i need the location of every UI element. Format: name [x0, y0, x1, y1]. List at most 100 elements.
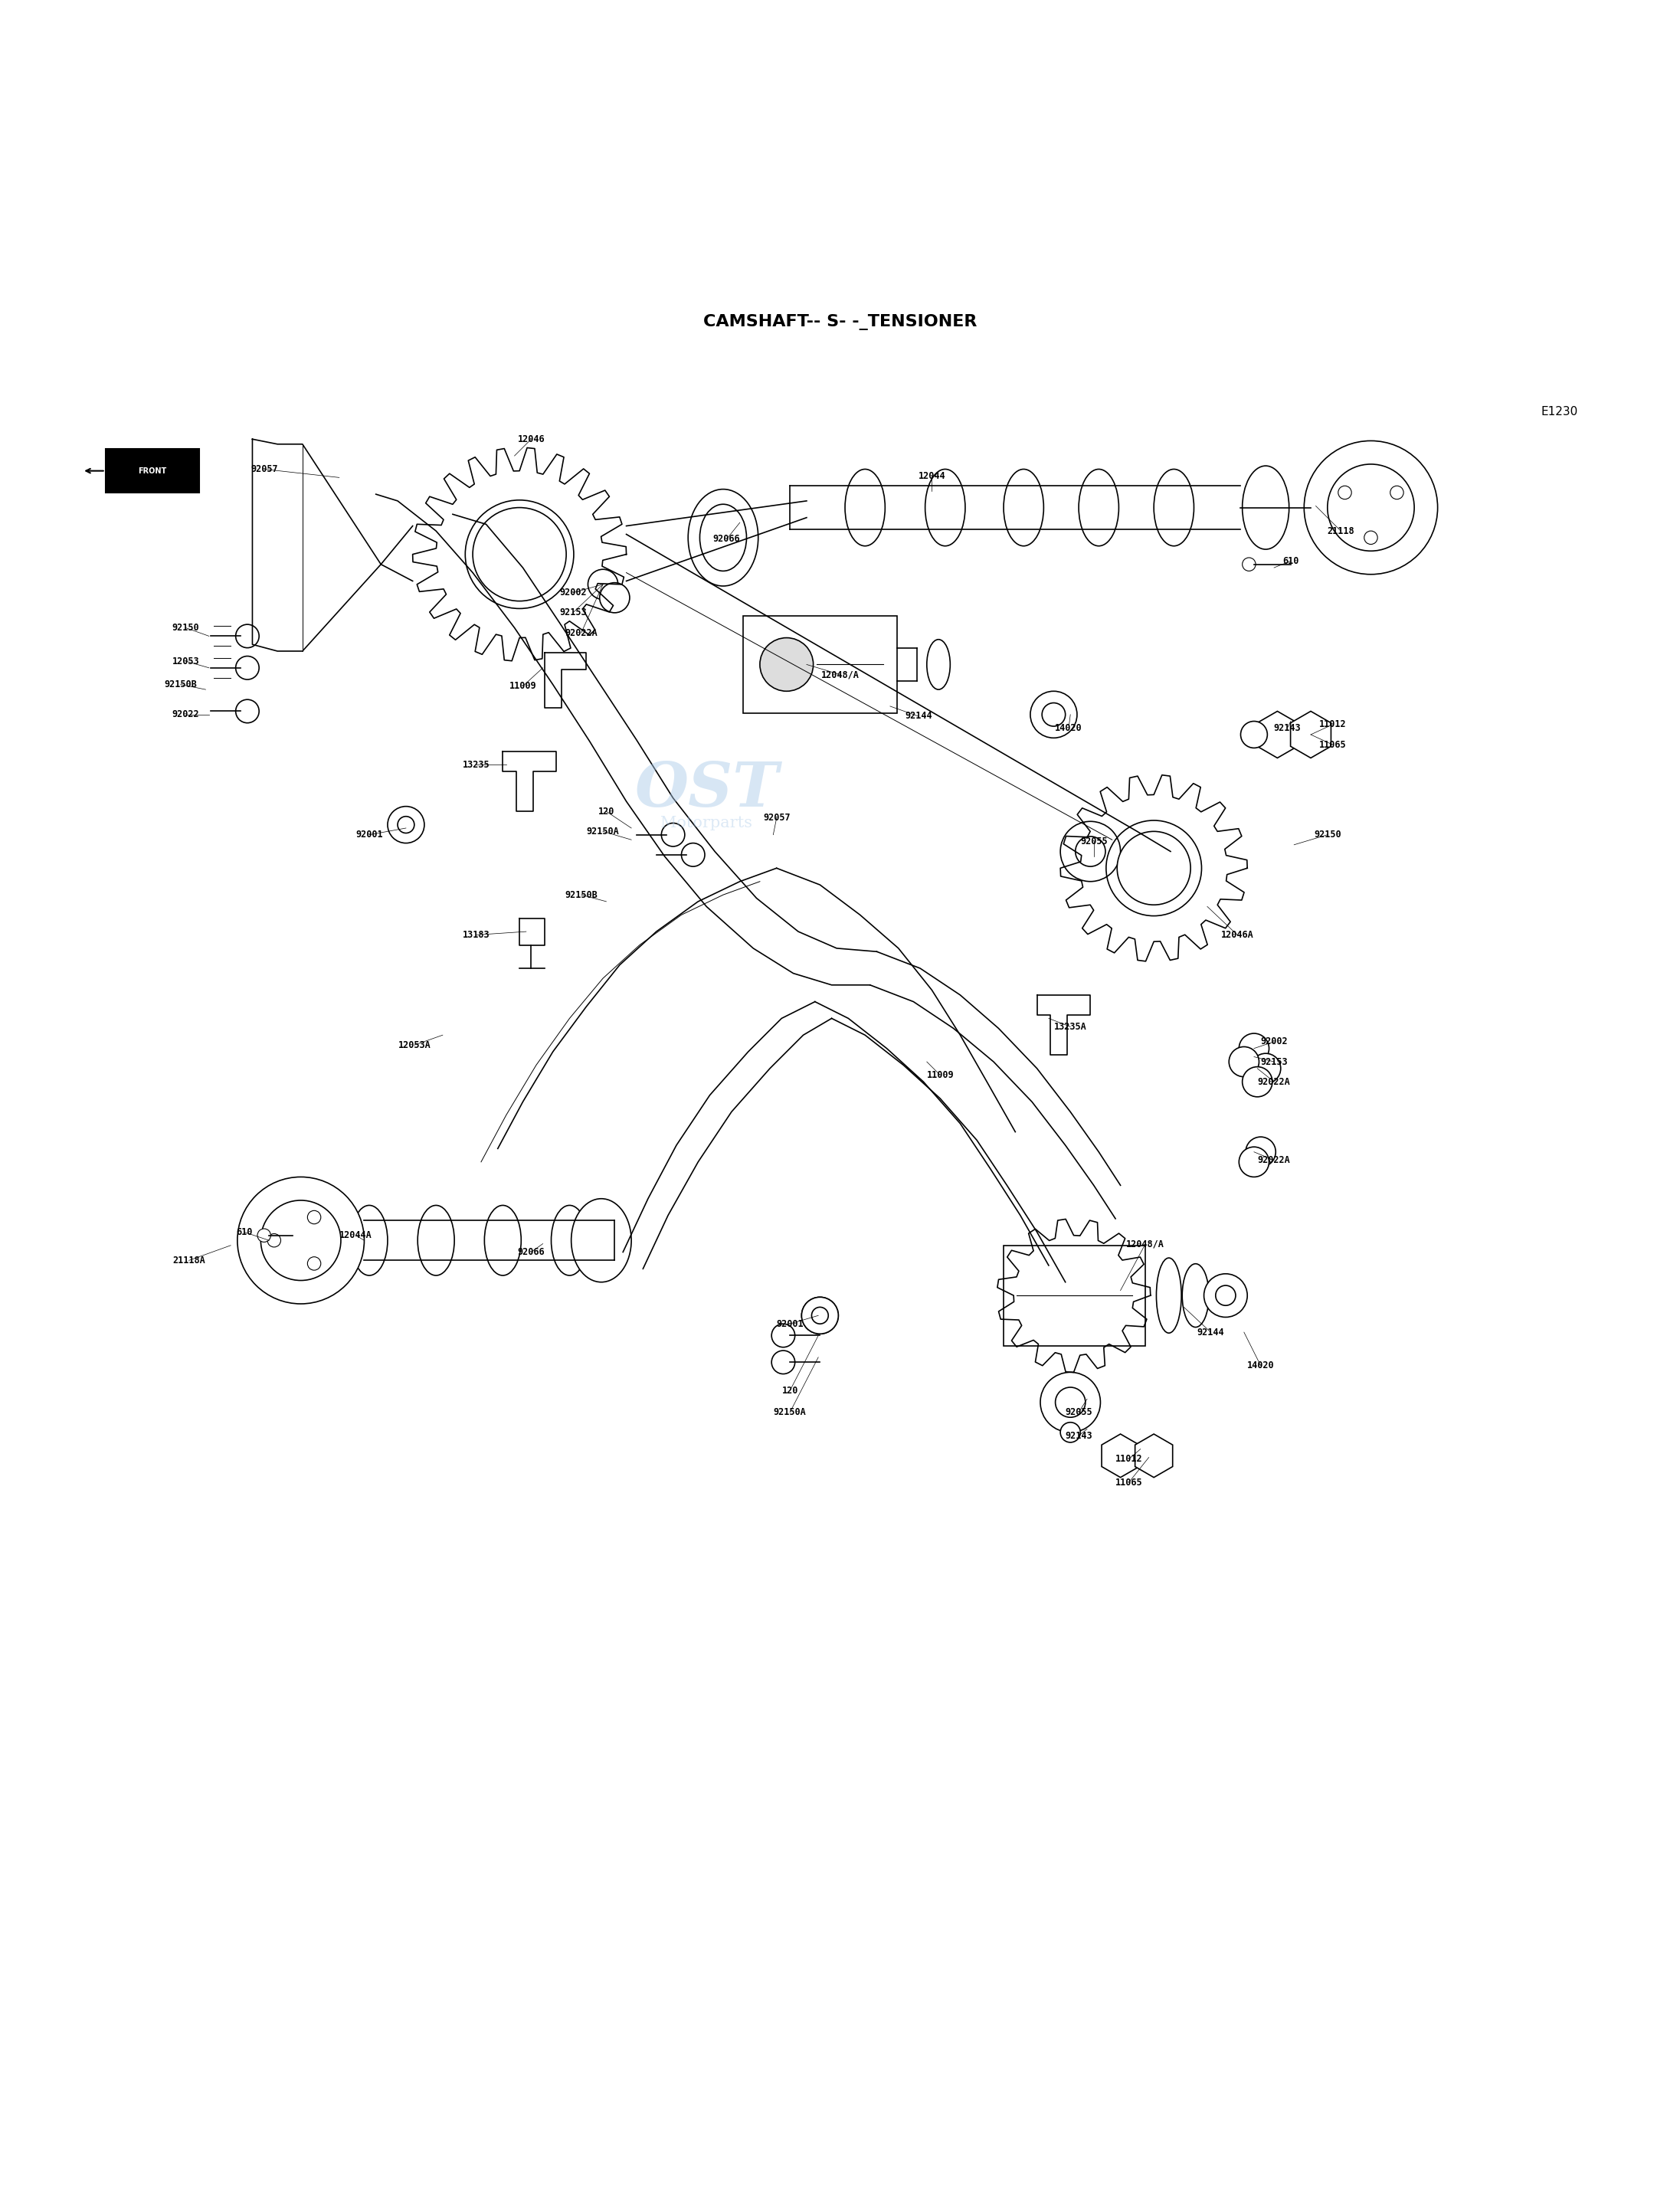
Text: Motorparts: Motorparts: [660, 815, 753, 830]
Text: 92144: 92144: [1196, 1327, 1225, 1338]
Ellipse shape: [927, 639, 951, 690]
Text: 92022: 92022: [171, 710, 200, 721]
Text: 120: 120: [598, 806, 615, 817]
Text: 92150: 92150: [171, 622, 200, 633]
Text: 14020: 14020: [1247, 1360, 1275, 1371]
Text: 92022A: 92022A: [1258, 1156, 1290, 1164]
Text: CAMSHAFT-- S- -_TENSIONER: CAMSHAFT-- S- -_TENSIONER: [704, 314, 976, 330]
Text: 12053A: 12053A: [398, 1039, 430, 1050]
Circle shape: [1117, 830, 1191, 905]
Circle shape: [267, 1235, 281, 1248]
Circle shape: [1242, 1068, 1272, 1096]
Circle shape: [600, 582, 630, 613]
Text: 92150: 92150: [1314, 830, 1341, 839]
Circle shape: [257, 1228, 270, 1241]
Text: 13235: 13235: [462, 760, 491, 769]
Circle shape: [388, 806, 425, 844]
Circle shape: [1060, 1421, 1080, 1443]
Circle shape: [1364, 532, 1378, 545]
Ellipse shape: [484, 1206, 521, 1276]
Text: E1230: E1230: [1541, 406, 1578, 417]
Ellipse shape: [845, 470, 885, 547]
Text: 11065: 11065: [1116, 1476, 1142, 1487]
Ellipse shape: [1003, 470, 1043, 547]
Circle shape: [1242, 558, 1255, 571]
Circle shape: [1250, 1052, 1280, 1083]
Circle shape: [1075, 837, 1105, 866]
Text: 14020: 14020: [1055, 723, 1082, 734]
Circle shape: [398, 817, 415, 833]
Circle shape: [235, 657, 259, 679]
Ellipse shape: [571, 1200, 632, 1283]
Circle shape: [1230, 1046, 1258, 1077]
Text: FRONT: FRONT: [138, 468, 166, 475]
Text: 12048/A: 12048/A: [822, 670, 858, 679]
Circle shape: [472, 508, 566, 602]
Ellipse shape: [351, 1206, 388, 1276]
Circle shape: [307, 1257, 321, 1270]
Text: 92066: 92066: [517, 1248, 544, 1257]
Text: 12046: 12046: [517, 435, 544, 444]
Circle shape: [1216, 1285, 1235, 1305]
Text: 92022A: 92022A: [564, 628, 598, 637]
Ellipse shape: [701, 505, 746, 571]
Circle shape: [771, 1325, 795, 1347]
Circle shape: [1304, 442, 1438, 573]
Text: 92001: 92001: [356, 830, 383, 839]
Text: 92150A: 92150A: [773, 1408, 806, 1417]
Text: 11009: 11009: [509, 681, 536, 692]
Circle shape: [1391, 486, 1403, 499]
Circle shape: [235, 624, 259, 648]
Circle shape: [260, 1200, 341, 1281]
Ellipse shape: [926, 470, 966, 547]
Text: 92150B: 92150B: [564, 890, 598, 901]
Text: 120: 120: [781, 1386, 798, 1395]
Text: 92066: 92066: [712, 534, 741, 545]
Circle shape: [811, 1307, 828, 1325]
Text: 13183: 13183: [462, 929, 491, 940]
Circle shape: [1030, 692, 1077, 738]
Text: 92150B: 92150B: [165, 679, 197, 690]
Text: 92153: 92153: [1260, 1057, 1287, 1068]
Circle shape: [1205, 1274, 1247, 1318]
Circle shape: [1240, 721, 1267, 747]
Circle shape: [237, 1178, 365, 1303]
Text: OST: OST: [635, 760, 778, 819]
Text: 92057: 92057: [763, 813, 790, 824]
Text: 92055: 92055: [1080, 837, 1107, 846]
Circle shape: [1238, 1147, 1268, 1178]
Text: 92143: 92143: [1065, 1430, 1092, 1441]
Text: 21118: 21118: [1327, 525, 1354, 536]
Circle shape: [662, 824, 685, 846]
Text: 12044: 12044: [919, 470, 946, 481]
Circle shape: [771, 1351, 795, 1373]
Circle shape: [759, 637, 813, 692]
Circle shape: [811, 1307, 828, 1325]
Text: 92153: 92153: [559, 609, 586, 617]
Text: 11009: 11009: [926, 1070, 954, 1081]
Circle shape: [1339, 486, 1351, 499]
Text: 92150A: 92150A: [586, 826, 620, 837]
Text: 92002: 92002: [1260, 1037, 1287, 1046]
Text: 92002: 92002: [559, 589, 586, 598]
Circle shape: [682, 844, 706, 866]
Text: 11065: 11065: [1319, 740, 1346, 749]
Text: 610: 610: [1282, 556, 1299, 567]
Circle shape: [1245, 1136, 1275, 1167]
Circle shape: [1238, 1033, 1268, 1063]
Circle shape: [1043, 1265, 1104, 1325]
Circle shape: [235, 699, 259, 723]
Ellipse shape: [1079, 470, 1119, 547]
Text: 92022A: 92022A: [1258, 1077, 1290, 1088]
Circle shape: [1327, 464, 1415, 551]
Text: 92143: 92143: [1273, 723, 1300, 734]
Text: 11012: 11012: [1116, 1454, 1142, 1463]
Ellipse shape: [1154, 470, 1194, 547]
Ellipse shape: [1242, 466, 1289, 549]
Circle shape: [801, 1296, 838, 1334]
Text: 13235A: 13235A: [1053, 1022, 1087, 1033]
Text: 12044A: 12044A: [339, 1230, 373, 1241]
Text: 92055: 92055: [1065, 1408, 1092, 1417]
Circle shape: [307, 1211, 321, 1224]
Bar: [743, 615, 897, 712]
